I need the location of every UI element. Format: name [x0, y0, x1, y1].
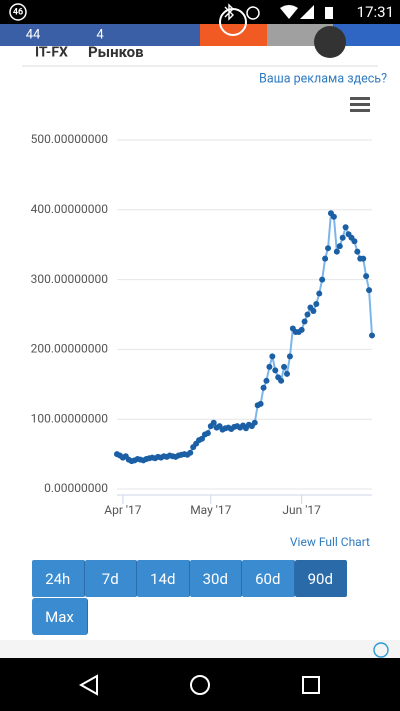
y-tick-label: 300.00000000 — [31, 272, 109, 286]
y-tick-label: 0.00000000 — [44, 481, 108, 495]
data-point — [360, 255, 367, 262]
ad-brand: IT-FX — [35, 45, 68, 61]
status-badge: 46 — [13, 7, 23, 17]
data-point — [304, 311, 311, 318]
data-point — [369, 332, 375, 339]
data-point — [281, 363, 288, 370]
range-button[interactable]: Max — [32, 598, 88, 635]
data-point — [210, 419, 217, 426]
tab-label[interactable]: 4 — [96, 27, 104, 42]
battery-icon — [325, 7, 333, 19]
data-point — [325, 245, 332, 252]
x-tick-label: Apr '17 — [104, 503, 141, 517]
data-point — [363, 273, 370, 280]
data-point — [272, 367, 279, 374]
data-point — [342, 224, 349, 231]
signal-icon — [300, 5, 314, 19]
menu-icon[interactable] — [350, 97, 370, 112]
wifi-icon — [280, 5, 298, 19]
data-point — [286, 353, 293, 360]
data-point — [257, 400, 264, 407]
y-tick-label: 100.00000000 — [31, 411, 109, 425]
nav-bar — [0, 658, 400, 711]
nav-recent[interactable] — [302, 676, 320, 694]
data-point — [269, 353, 276, 360]
range-button[interactable]: 60d — [242, 560, 295, 597]
data-point — [313, 301, 320, 308]
ad-banner[interactable] — [22, 46, 378, 66]
info-icon[interactable] — [373, 642, 389, 658]
tab-icon — [219, 8, 247, 36]
data-point — [278, 377, 285, 384]
bottom-ad[interactable] — [0, 640, 400, 658]
data-point — [301, 318, 308, 325]
range-button[interactable]: 30d — [189, 560, 242, 597]
status-bar — [0, 0, 400, 24]
data-point — [336, 243, 343, 250]
data-point — [322, 255, 329, 262]
tab-label[interactable]: 44 — [26, 27, 41, 42]
y-tick-label: 400.00000000 — [31, 202, 109, 216]
range-button[interactable]: 7d — [84, 560, 137, 597]
x-tick-label: Jun '17 — [282, 503, 321, 517]
range-button[interactable]: 14d — [137, 560, 190, 597]
data-point — [354, 248, 361, 255]
data-point — [330, 213, 337, 220]
data-point — [251, 419, 258, 426]
data-point — [351, 238, 358, 245]
data-point — [199, 435, 205, 442]
data-point — [319, 276, 326, 283]
data-point — [263, 377, 270, 384]
data-point — [339, 234, 346, 241]
y-tick-label: 200.00000000 — [31, 342, 109, 356]
view-full-chart[interactable]: View Full Chart — [290, 535, 370, 549]
data-point — [204, 430, 211, 437]
nav-home[interactable] — [190, 675, 210, 695]
alarm-icon — [246, 6, 260, 20]
y-tick-label: 500.00000000 — [31, 132, 109, 146]
data-point — [316, 290, 323, 297]
data-point — [260, 384, 267, 391]
ad-link[interactable]: Ваша реклама здесь? — [259, 71, 387, 86]
data-point — [284, 370, 290, 377]
range-button[interactable]: 90d — [294, 560, 347, 597]
ad-icon — [314, 26, 346, 58]
status-time: 17:31 — [357, 3, 394, 21]
data-point — [310, 308, 317, 315]
nav-back[interactable] — [78, 674, 98, 696]
tab-strip — [0, 24, 200, 46]
data-point — [266, 363, 273, 370]
x-tick-label: May '17 — [190, 503, 231, 517]
data-point — [187, 449, 194, 456]
data-point — [298, 326, 305, 333]
data-point — [333, 248, 340, 255]
data-point — [366, 287, 373, 294]
ad-text: Рынков — [88, 43, 144, 61]
range-button[interactable]: 24h — [32, 560, 85, 597]
tab-blue — [333, 24, 400, 46]
badge-ring — [9, 3, 27, 21]
bluetooth-icon — [224, 3, 234, 21]
